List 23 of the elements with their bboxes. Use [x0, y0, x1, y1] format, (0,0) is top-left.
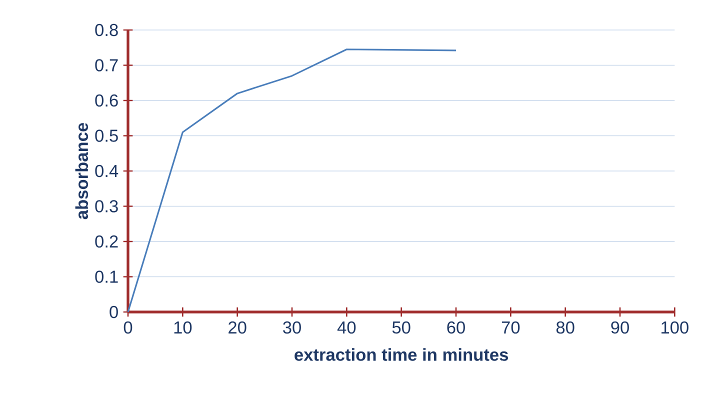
- x-tick-label: 80: [556, 321, 574, 334]
- x-tick-label: 100: [662, 321, 688, 334]
- x-tick-label: 40: [337, 321, 356, 334]
- x-tick-label: 50: [392, 321, 410, 334]
- y-tick-label: 0.5: [95, 130, 118, 142]
- x-tick-label: 0: [124, 321, 132, 334]
- x-tick-label: 10: [174, 321, 192, 334]
- y-tick-label: 0.8: [95, 24, 118, 36]
- y-tick-label: 0.4: [95, 164, 118, 178]
- y-tick-label: 0.2: [95, 235, 118, 248]
- x-tick-label: 30: [283, 321, 301, 334]
- x-tick-label: 60: [447, 321, 465, 334]
- x-tick-label: 70: [502, 321, 520, 334]
- y-tick-label: 0.6: [95, 94, 118, 107]
- y-tick-label: 0.1: [95, 270, 118, 283]
- x-axis-title: extraction time in minutes: [294, 348, 508, 361]
- x-tick-label: 90: [611, 321, 629, 334]
- y-tick-label: 0.7: [95, 59, 118, 72]
- x-tick-label: 20: [228, 321, 246, 334]
- line-series: [127, 48, 457, 313]
- y-tick-label: 0: [110, 306, 118, 318]
- y-axis-title: absorbance: [75, 122, 88, 220]
- y-tick-label: 0.3: [95, 200, 118, 212]
